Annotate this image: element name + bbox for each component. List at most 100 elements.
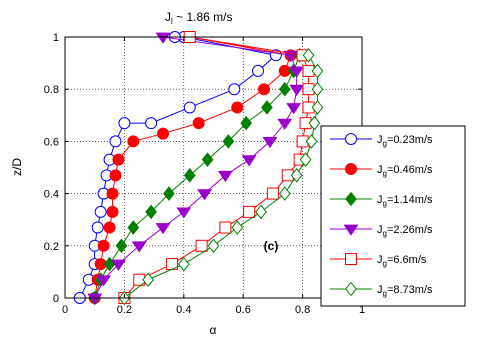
data-point: [240, 115, 253, 131]
data-point: [155, 223, 171, 235]
data-point: [142, 272, 155, 288]
data-point: [305, 134, 318, 149]
legend-marker: [345, 133, 357, 145]
data-point: [289, 66, 305, 78]
data-point: [286, 103, 302, 115]
legend-entry: Jg=6.6m/s: [330, 253, 427, 268]
data-point: [201, 152, 214, 167]
x-tick-label: 0.8: [295, 304, 310, 316]
data-point: [290, 168, 303, 183]
data-point: [91, 221, 104, 234]
legend-entry: Jg=0.23m/s: [330, 133, 433, 148]
data-point: [157, 127, 170, 140]
legend-marker: [345, 281, 357, 297]
data-point: [127, 220, 140, 235]
data-point: [252, 64, 265, 77]
series-6: [118, 47, 324, 306]
x-tick-label: 1: [359, 304, 365, 316]
y-tick-label: 0.6: [44, 136, 59, 148]
data-point: [278, 81, 291, 97]
legend-entry: Jg=0.46m/s: [330, 163, 433, 178]
data-point: [118, 117, 131, 130]
series-line: [124, 36, 310, 299]
legend-marker: [343, 224, 359, 236]
data-point: [176, 207, 192, 219]
data-point: [243, 205, 256, 218]
data-point: [277, 118, 293, 130]
series-2: [88, 31, 297, 304]
y-tick-label: 0.4: [44, 189, 59, 201]
series-4: [87, 32, 305, 305]
data-point: [217, 170, 233, 183]
x-tick-label: 0.6: [236, 304, 251, 316]
data-point: [163, 186, 175, 201]
panel-label: (c): [264, 239, 279, 253]
data-point: [311, 100, 324, 115]
data-point: [302, 47, 315, 63]
data-point: [106, 187, 119, 200]
legend-marker: [345, 191, 357, 207]
data-point: [231, 220, 244, 235]
x-tick-label: 0: [62, 304, 68, 316]
legend-box: [320, 125, 466, 307]
data-point: [266, 187, 279, 200]
legend-entry: Jg=8.73m/s: [330, 281, 433, 298]
data-point: [145, 117, 158, 130]
data-point: [112, 153, 125, 166]
data-point: [109, 169, 122, 182]
data-point: [177, 256, 190, 272]
data-point: [96, 275, 112, 287]
chart-title-sub: l: [171, 17, 173, 26]
y-tick-label: 0.2: [44, 241, 59, 253]
data-point: [255, 204, 267, 220]
y-tick-label: 0.8: [44, 84, 59, 96]
data-point: [257, 83, 270, 96]
data-point: [261, 100, 273, 115]
data-point: [155, 32, 171, 44]
data-point: [311, 63, 324, 79]
data-point: [145, 204, 157, 220]
data-point: [94, 205, 107, 218]
y-tick-label: 0: [53, 293, 59, 305]
data-point: [197, 189, 213, 201]
data-point: [311, 81, 324, 97]
data-point: [228, 83, 241, 96]
legend-entry: Jg=1.14m/s: [330, 191, 433, 208]
legend-label: Jg=1.14m/s: [377, 194, 433, 208]
data-point: [222, 134, 235, 149]
y-axis-label: z/D: [10, 158, 24, 176]
x-axis-label: α: [210, 323, 217, 337]
legend-entries: Jg=0.23m/s Jg=0.46m/s Jg=1.14m/s Jg=2.26m/s…: [330, 133, 433, 298]
chart-title-rest: ~ 1.86 m/s: [173, 10, 233, 24]
data-point: [278, 186, 291, 201]
data-point: [111, 259, 126, 271]
data-point: [289, 84, 305, 96]
legend-entry: Jg=2.26m/s: [330, 224, 433, 238]
data-point: [183, 101, 196, 114]
x-tick-label: 0.4: [176, 304, 191, 316]
data-point: [87, 293, 103, 305]
legend-label: Jg=0.46m/s: [377, 164, 433, 178]
data-point: [207, 238, 220, 254]
legend-marker: [345, 163, 357, 175]
legend-label: Jg=2.26m/s: [377, 224, 433, 238]
data-point: [97, 239, 110, 252]
series-line: [94, 36, 298, 299]
data-point: [219, 221, 232, 234]
legend-label: Jg=8.73m/s: [377, 284, 433, 298]
legend-label: Jg=0.23m/s: [377, 134, 433, 148]
data-point: [131, 241, 147, 253]
legend: Jg=0.23m/s Jg=0.46m/s Jg=1.14m/s Jg=2.26m/s…: [320, 125, 466, 307]
legend-marker: [345, 253, 357, 265]
legend-label: Jg=6.6m/s: [377, 254, 427, 268]
data-point: [299, 152, 312, 167]
data-point: [183, 168, 196, 183]
data-point: [115, 238, 128, 254]
data-point: [195, 239, 208, 252]
chart-title-main: J: [165, 10, 171, 24]
data-point: [109, 135, 122, 148]
data-point: [262, 137, 278, 149]
plot-area: [65, 37, 362, 298]
